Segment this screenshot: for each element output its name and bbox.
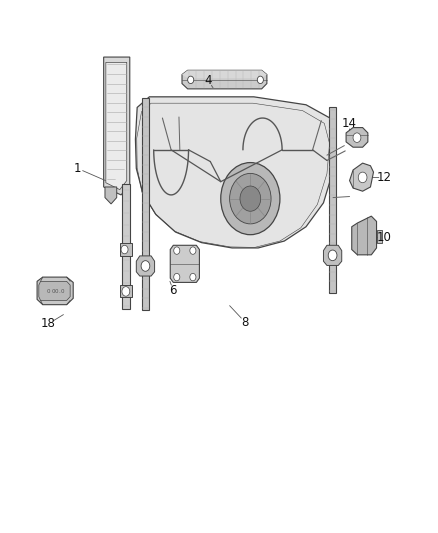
- Circle shape: [141, 261, 150, 271]
- Text: 14: 14: [342, 117, 357, 130]
- Circle shape: [121, 245, 128, 254]
- Polygon shape: [135, 97, 336, 248]
- Circle shape: [240, 186, 261, 211]
- Circle shape: [187, 76, 194, 84]
- Text: 10: 10: [377, 231, 392, 244]
- Polygon shape: [120, 243, 132, 256]
- Circle shape: [174, 273, 180, 281]
- Text: 1: 1: [74, 162, 81, 175]
- Polygon shape: [377, 230, 382, 243]
- Polygon shape: [323, 245, 342, 265]
- Polygon shape: [182, 70, 267, 78]
- Circle shape: [358, 172, 367, 183]
- Circle shape: [190, 247, 196, 254]
- Text: 18: 18: [41, 317, 56, 330]
- Polygon shape: [328, 108, 336, 293]
- Circle shape: [353, 133, 361, 142]
- Polygon shape: [136, 256, 155, 276]
- Polygon shape: [39, 281, 70, 301]
- Polygon shape: [141, 98, 149, 310]
- Polygon shape: [352, 216, 377, 255]
- Circle shape: [230, 173, 271, 224]
- Text: 8: 8: [241, 316, 249, 329]
- Polygon shape: [120, 285, 132, 297]
- Polygon shape: [104, 57, 130, 195]
- Text: 4: 4: [205, 75, 212, 87]
- Polygon shape: [106, 62, 127, 190]
- Polygon shape: [170, 245, 199, 282]
- Circle shape: [328, 250, 337, 261]
- Polygon shape: [37, 277, 73, 305]
- Polygon shape: [346, 127, 368, 147]
- Circle shape: [122, 287, 130, 296]
- Circle shape: [221, 163, 280, 235]
- Circle shape: [174, 247, 180, 254]
- Circle shape: [190, 273, 196, 281]
- Text: 6: 6: [170, 284, 177, 297]
- Text: $\it{0\ \mathit{00.0}}$: $\it{0\ \mathit{00.0}}$: [46, 287, 65, 295]
- Polygon shape: [122, 184, 130, 309]
- Circle shape: [257, 76, 263, 84]
- Polygon shape: [105, 187, 117, 204]
- Text: 12: 12: [377, 171, 392, 184]
- Polygon shape: [182, 70, 267, 89]
- Polygon shape: [350, 163, 374, 191]
